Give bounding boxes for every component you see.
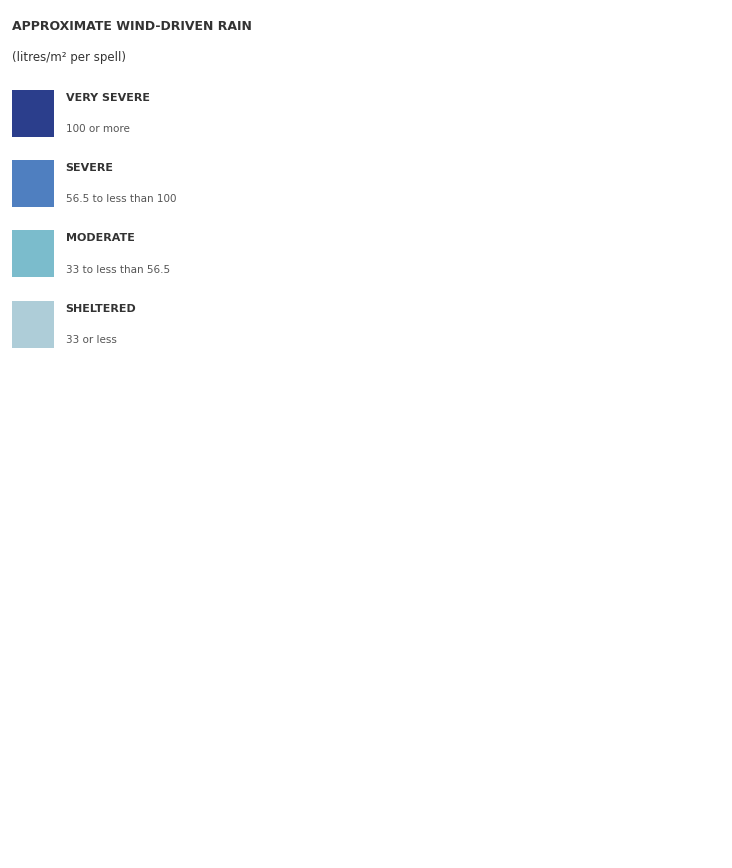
Text: VERY SEVERE: VERY SEVERE [66,93,149,102]
Text: MODERATE: MODERATE [66,233,135,243]
Text: SEVERE: SEVERE [66,163,113,173]
FancyBboxPatch shape [12,300,54,347]
FancyBboxPatch shape [12,160,54,207]
Text: 33 to less than 56.5: 33 to less than 56.5 [66,265,170,274]
Text: 33 or less: 33 or less [66,335,116,345]
Text: APPROXIMATE WIND-DRIVEN RAIN: APPROXIMATE WIND-DRIVEN RAIN [12,19,252,32]
Text: SHELTERED: SHELTERED [66,304,136,313]
FancyBboxPatch shape [12,230,54,278]
Text: 56.5 to less than 100: 56.5 to less than 100 [66,194,176,204]
FancyBboxPatch shape [12,89,54,137]
Text: (litres/m² per spell): (litres/m² per spell) [12,50,126,63]
Text: 100 or more: 100 or more [66,124,130,134]
